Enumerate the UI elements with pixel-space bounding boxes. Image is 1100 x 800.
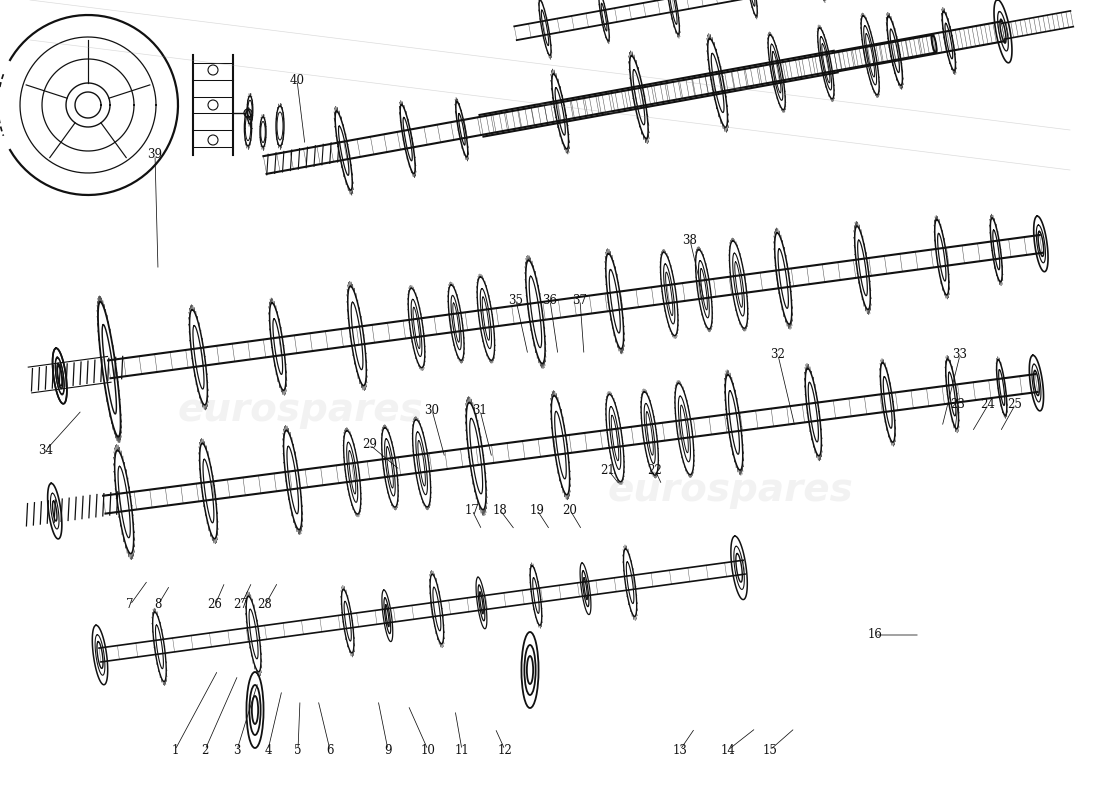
Text: 31: 31: [473, 403, 487, 417]
Text: 11: 11: [454, 743, 470, 757]
Text: 38: 38: [683, 234, 697, 246]
Text: 8: 8: [154, 598, 162, 611]
Text: 13: 13: [672, 743, 688, 757]
Text: 39: 39: [147, 149, 163, 162]
Text: 23: 23: [950, 398, 966, 411]
Text: 7: 7: [126, 598, 134, 611]
Text: 10: 10: [420, 743, 436, 757]
Text: 9: 9: [384, 743, 392, 757]
Text: 33: 33: [953, 349, 968, 362]
Text: 19: 19: [529, 503, 544, 517]
Text: 15: 15: [762, 743, 778, 757]
Text: 24: 24: [980, 398, 996, 411]
Text: 28: 28: [257, 598, 273, 611]
Text: 30: 30: [425, 403, 440, 417]
Text: 25: 25: [1008, 398, 1022, 411]
Text: 18: 18: [493, 503, 507, 517]
Text: 36: 36: [542, 294, 558, 306]
Text: 12: 12: [497, 743, 513, 757]
Text: 1: 1: [172, 743, 178, 757]
Text: 34: 34: [39, 443, 54, 457]
Text: 3: 3: [233, 743, 241, 757]
Text: 2: 2: [201, 743, 209, 757]
Text: 35: 35: [508, 294, 524, 306]
Text: 6: 6: [327, 743, 333, 757]
Text: 5: 5: [295, 743, 301, 757]
Text: 29: 29: [363, 438, 377, 451]
Text: 22: 22: [648, 463, 662, 477]
Text: 14: 14: [720, 743, 736, 757]
Text: 16: 16: [868, 629, 882, 642]
Text: 4: 4: [264, 743, 272, 757]
Text: 20: 20: [562, 503, 578, 517]
Text: 37: 37: [572, 294, 587, 306]
Text: 27: 27: [233, 598, 249, 611]
Text: 17: 17: [464, 503, 480, 517]
Text: 21: 21: [601, 463, 615, 477]
Text: 40: 40: [289, 74, 305, 86]
Text: eurospares: eurospares: [607, 471, 852, 509]
Text: 26: 26: [208, 598, 222, 611]
Text: 32: 32: [771, 349, 785, 362]
Text: eurospares: eurospares: [177, 391, 422, 429]
